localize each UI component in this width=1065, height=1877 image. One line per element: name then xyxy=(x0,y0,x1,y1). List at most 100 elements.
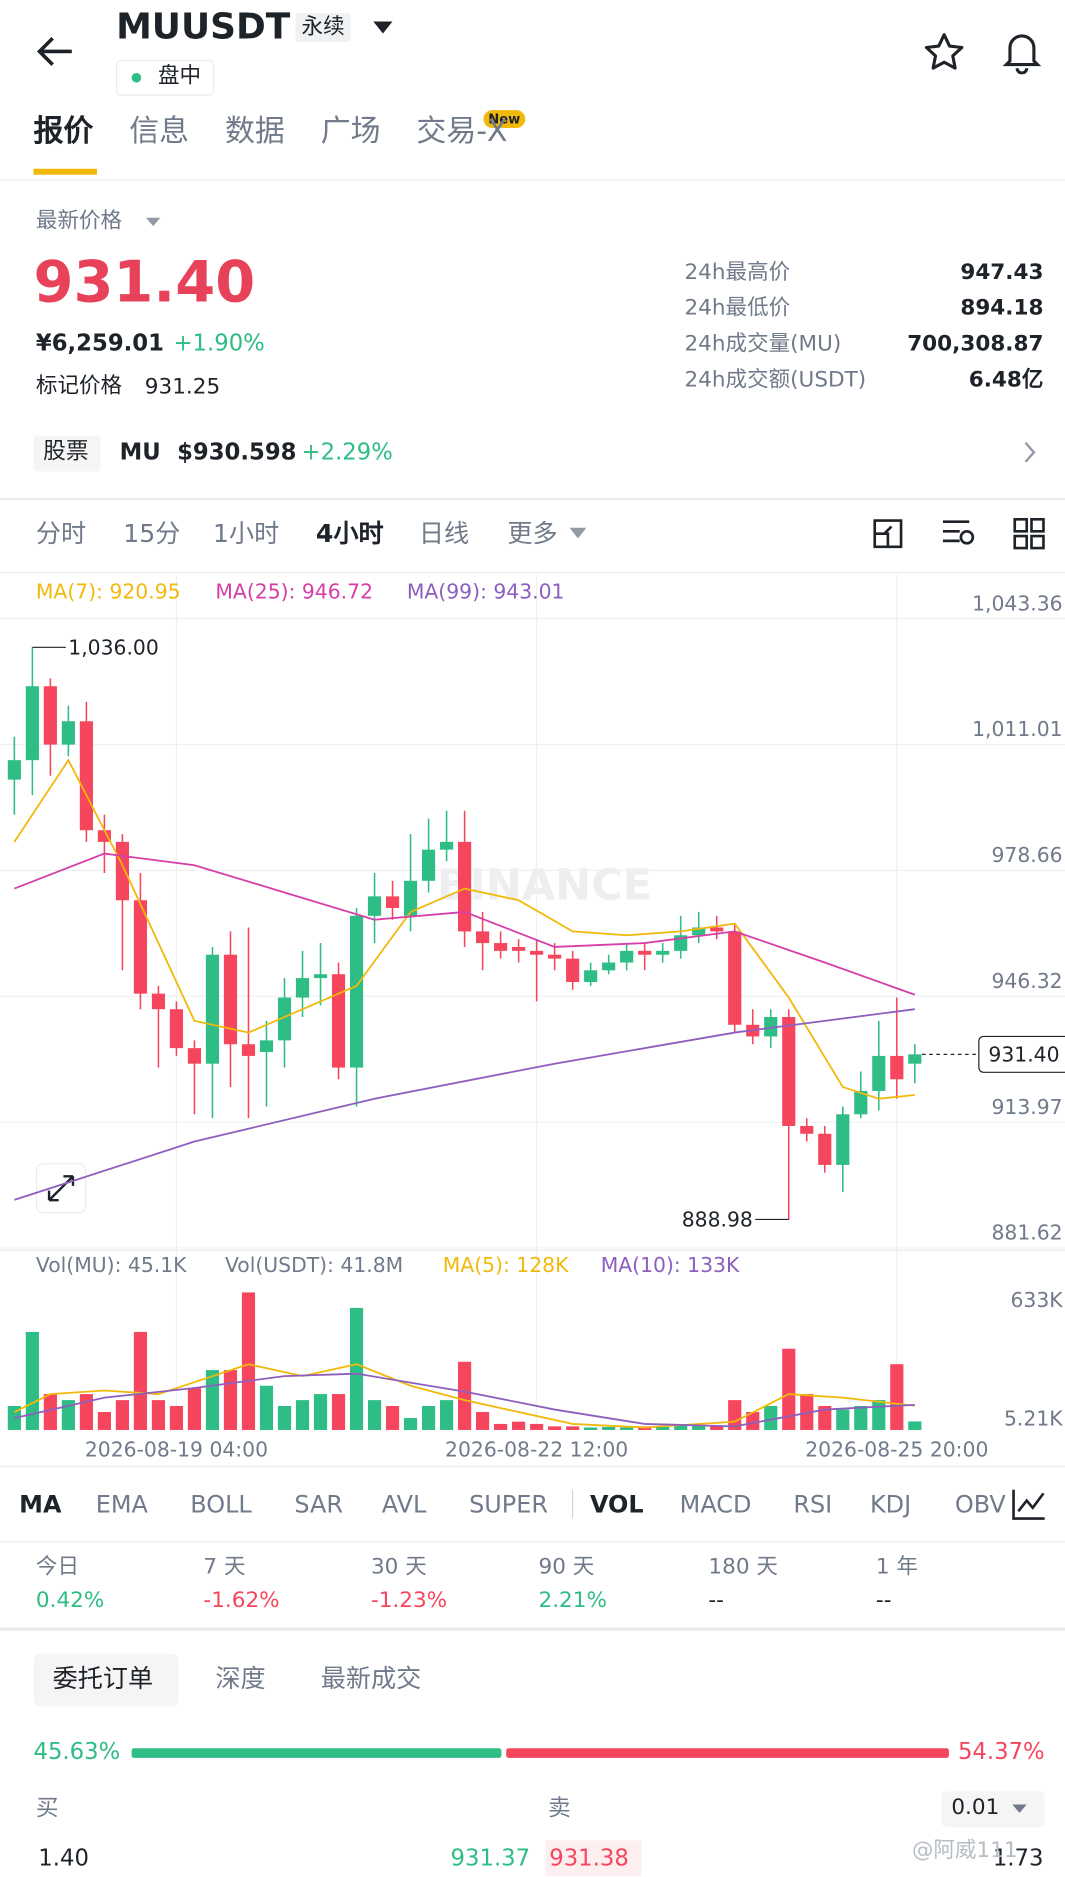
indicator-tab[interactable]: OBV xyxy=(954,1489,1006,1519)
legend-entry: MA(7): 920.95 xyxy=(36,579,181,603)
stock-ticker: MU xyxy=(119,439,161,466)
volume-bar xyxy=(458,1361,472,1430)
candle-body xyxy=(259,1040,274,1053)
alert-icon[interactable] xyxy=(1000,29,1043,75)
volume-bar xyxy=(259,1385,274,1430)
tab[interactable]: 信息 xyxy=(129,113,190,149)
candle-body xyxy=(421,849,436,881)
indicator-tab[interactable]: MACD xyxy=(679,1489,752,1519)
stat-value: 894.18 xyxy=(960,295,1044,321)
legend-entry: MA(5): 128K xyxy=(443,1253,569,1277)
last-price-box xyxy=(978,1035,1065,1073)
precision[interactable]: 0.01 xyxy=(951,1794,1000,1821)
candle-body xyxy=(115,841,129,901)
orderbook-tab[interactable]: 深度 xyxy=(215,1664,266,1694)
interval-tab[interactable]: 4小时 xyxy=(315,519,384,549)
bid-amount: 1.40 xyxy=(38,1845,89,1872)
candle-body xyxy=(440,841,454,850)
candle-body xyxy=(728,931,742,1025)
volume-bar xyxy=(494,1423,508,1430)
x-tick-label: 2026-08-19 04:00 xyxy=(85,1437,268,1461)
indicator-tab[interactable]: VOL xyxy=(589,1489,644,1519)
interval-tab[interactable]: 分时 xyxy=(35,519,87,549)
tab[interactable]: 报价 xyxy=(33,113,94,149)
last-price-label[interactable]: 最新价格 xyxy=(35,208,123,234)
symbol: MUUSDT xyxy=(116,5,291,48)
dropdown-icon xyxy=(1012,1804,1027,1813)
volume-bar xyxy=(277,1405,292,1430)
interval-tab[interactable]: 15分 xyxy=(123,519,181,549)
indicator-tab[interactable]: MA xyxy=(19,1489,62,1519)
volume-bar xyxy=(367,1400,382,1430)
bid-price: 931.37 xyxy=(450,1845,531,1872)
cny-price: ¥6,259.01 xyxy=(35,330,164,357)
ma-line xyxy=(14,1008,915,1201)
candle-body xyxy=(187,1048,202,1064)
volume-bar xyxy=(674,1425,688,1430)
x-tick-label: 2026-08-22 12:00 xyxy=(445,1437,628,1461)
price-change: +1.90% xyxy=(173,330,265,357)
period-change: 0.42% xyxy=(35,1587,105,1614)
interval-tab[interactable]: 更多 xyxy=(507,519,558,549)
volume-bar xyxy=(602,1426,616,1430)
candle-body xyxy=(836,1114,850,1165)
indicator-tab[interactable]: BOLL xyxy=(190,1489,252,1519)
back-icon[interactable] xyxy=(34,34,77,70)
stock-tag-bg xyxy=(33,435,101,472)
candle-body xyxy=(97,830,111,842)
indicator-tab[interactable]: KDJ xyxy=(869,1489,912,1519)
interval-tab[interactable]: 日线 xyxy=(418,519,470,549)
indicator-icon[interactable] xyxy=(1011,1487,1047,1521)
indicator-tab[interactable]: RSI xyxy=(793,1489,833,1519)
volume-bar xyxy=(764,1405,778,1430)
candle-body xyxy=(818,1133,832,1165)
interval-tab[interactable]: 1小时 xyxy=(213,519,280,549)
precision-box[interactable] xyxy=(941,1791,1045,1828)
status-dot xyxy=(131,72,142,83)
x-tick-label: 2026-08-25 20:00 xyxy=(805,1437,988,1461)
favorite-icon[interactable] xyxy=(923,31,966,74)
volume-bar xyxy=(530,1423,544,1430)
volume-bar xyxy=(295,1400,310,1430)
draw-tool-icon[interactable] xyxy=(871,517,905,551)
candle-body xyxy=(79,721,93,831)
candle-body xyxy=(223,954,238,1045)
candle-body xyxy=(403,880,418,916)
last-price: 931.40 xyxy=(33,248,256,316)
chevron-icon[interactable] xyxy=(1023,440,1037,464)
volume-bar xyxy=(782,1348,796,1430)
tab[interactable]: 数据 xyxy=(224,113,285,149)
candle-body xyxy=(692,927,706,936)
stat-label: 24h成交量(MU) xyxy=(684,331,842,357)
candle-body xyxy=(133,900,148,994)
indicator-tab[interactable]: EMA xyxy=(95,1489,148,1519)
indicator-tab[interactable]: AVL xyxy=(381,1489,427,1519)
orderbook-tab[interactable]: 委托订单 xyxy=(52,1664,154,1694)
volume-bar xyxy=(403,1418,418,1430)
tab[interactable]: 交易-X xyxy=(416,113,508,149)
tab[interactable]: 广场 xyxy=(320,113,381,149)
dropdown-icon[interactable] xyxy=(372,19,394,36)
legend-entry: Vol(MU): 45.1K xyxy=(36,1253,187,1277)
settings-icon[interactable] xyxy=(941,517,977,551)
candle-body xyxy=(25,686,39,761)
ma-line xyxy=(14,1372,915,1428)
volume-bar xyxy=(313,1394,328,1430)
candle-body xyxy=(530,950,544,955)
orderbook-tab[interactable]: 最新成交 xyxy=(320,1664,422,1694)
ma-line xyxy=(13,758,915,1100)
candle-body xyxy=(494,943,508,951)
indicator-tab[interactable]: SUPER xyxy=(469,1489,548,1519)
candle-body xyxy=(566,958,580,982)
indicator-tab[interactable]: SAR xyxy=(294,1489,344,1519)
layout-icon[interactable] xyxy=(1012,517,1046,551)
candle-body xyxy=(908,1054,922,1064)
candle-body xyxy=(890,1055,904,1080)
ma-line xyxy=(14,852,916,996)
y-tick-label: 946.32 xyxy=(991,969,1062,993)
volume-bar xyxy=(115,1400,129,1430)
volume-bar xyxy=(710,1426,724,1430)
divider xyxy=(0,1627,1065,1632)
contract-badge: 永续 xyxy=(295,13,351,42)
period-label: 今日 xyxy=(35,1554,79,1580)
